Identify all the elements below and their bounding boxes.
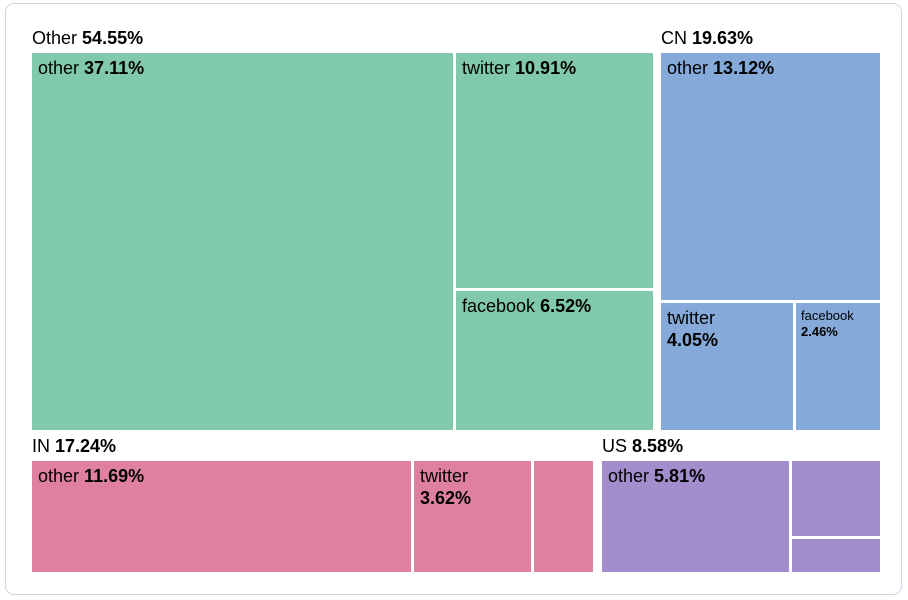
cell-label: other	[38, 466, 80, 486]
cell-label: facebook	[462, 296, 536, 316]
group-header-us: US 8.58%	[602, 435, 683, 457]
treemap-cell-us-other[interactable]: other 5.81%	[602, 461, 789, 572]
group-label: US	[602, 436, 628, 456]
cell-value: 10.91%	[515, 58, 577, 78]
group-label: Other	[32, 28, 78, 48]
treemap-cell-cn-facebook[interactable]: facebook 2.46%	[796, 303, 880, 430]
treemap-cell-other-twitter[interactable]: twitter 10.91%	[456, 53, 653, 288]
cell-label: other	[608, 466, 650, 486]
group-value: 19.63%	[692, 28, 754, 48]
cell-label: twitter	[667, 308, 716, 328]
cell-value: 6.52%	[540, 296, 592, 316]
treemap-cell-other-other[interactable]: other 37.11%	[32, 53, 453, 430]
group-header-cn: CN 19.63%	[661, 27, 753, 49]
cell-label: other	[38, 58, 80, 78]
cell-label: other	[667, 58, 709, 78]
treemap-cell-in-twitter[interactable]: twitter 3.62%	[414, 461, 531, 572]
treemap-cell-us-unlabeled-1[interactable]	[792, 461, 880, 536]
group-value: 54.55%	[82, 28, 144, 48]
cell-value: 3.62%	[420, 488, 472, 508]
cell-value: 11.69%	[84, 466, 145, 486]
cell-value: 13.12%	[713, 58, 775, 78]
treemap-cell-cn-other[interactable]: other 13.12%	[661, 53, 880, 300]
treemap-cell-us-unlabeled-2[interactable]	[792, 539, 880, 572]
cell-value: 5.81%	[654, 466, 706, 486]
group-value: 8.58%	[632, 436, 684, 456]
treemap-cell-in-unlabeled[interactable]	[534, 461, 593, 572]
group-header-other: Other 54.55%	[32, 27, 143, 49]
cell-value: 4.05%	[667, 330, 719, 350]
group-header-in: IN 17.24%	[32, 435, 116, 457]
group-value: 17.24%	[55, 436, 117, 456]
group-label: IN	[32, 436, 50, 456]
treemap-cell-other-facebook[interactable]: facebook 6.52%	[456, 291, 653, 430]
group-label: CN	[661, 28, 687, 48]
treemap-cell-cn-twitter[interactable]: twitter 4.05%	[661, 303, 793, 430]
cell-label: twitter	[420, 466, 469, 486]
cell-label: facebook	[801, 308, 854, 323]
cell-value: 2.46%	[801, 324, 838, 339]
cell-value: 37.11%	[84, 58, 145, 78]
cell-label: twitter	[462, 58, 511, 78]
treemap-cell-in-other[interactable]: other 11.69%	[32, 461, 411, 572]
